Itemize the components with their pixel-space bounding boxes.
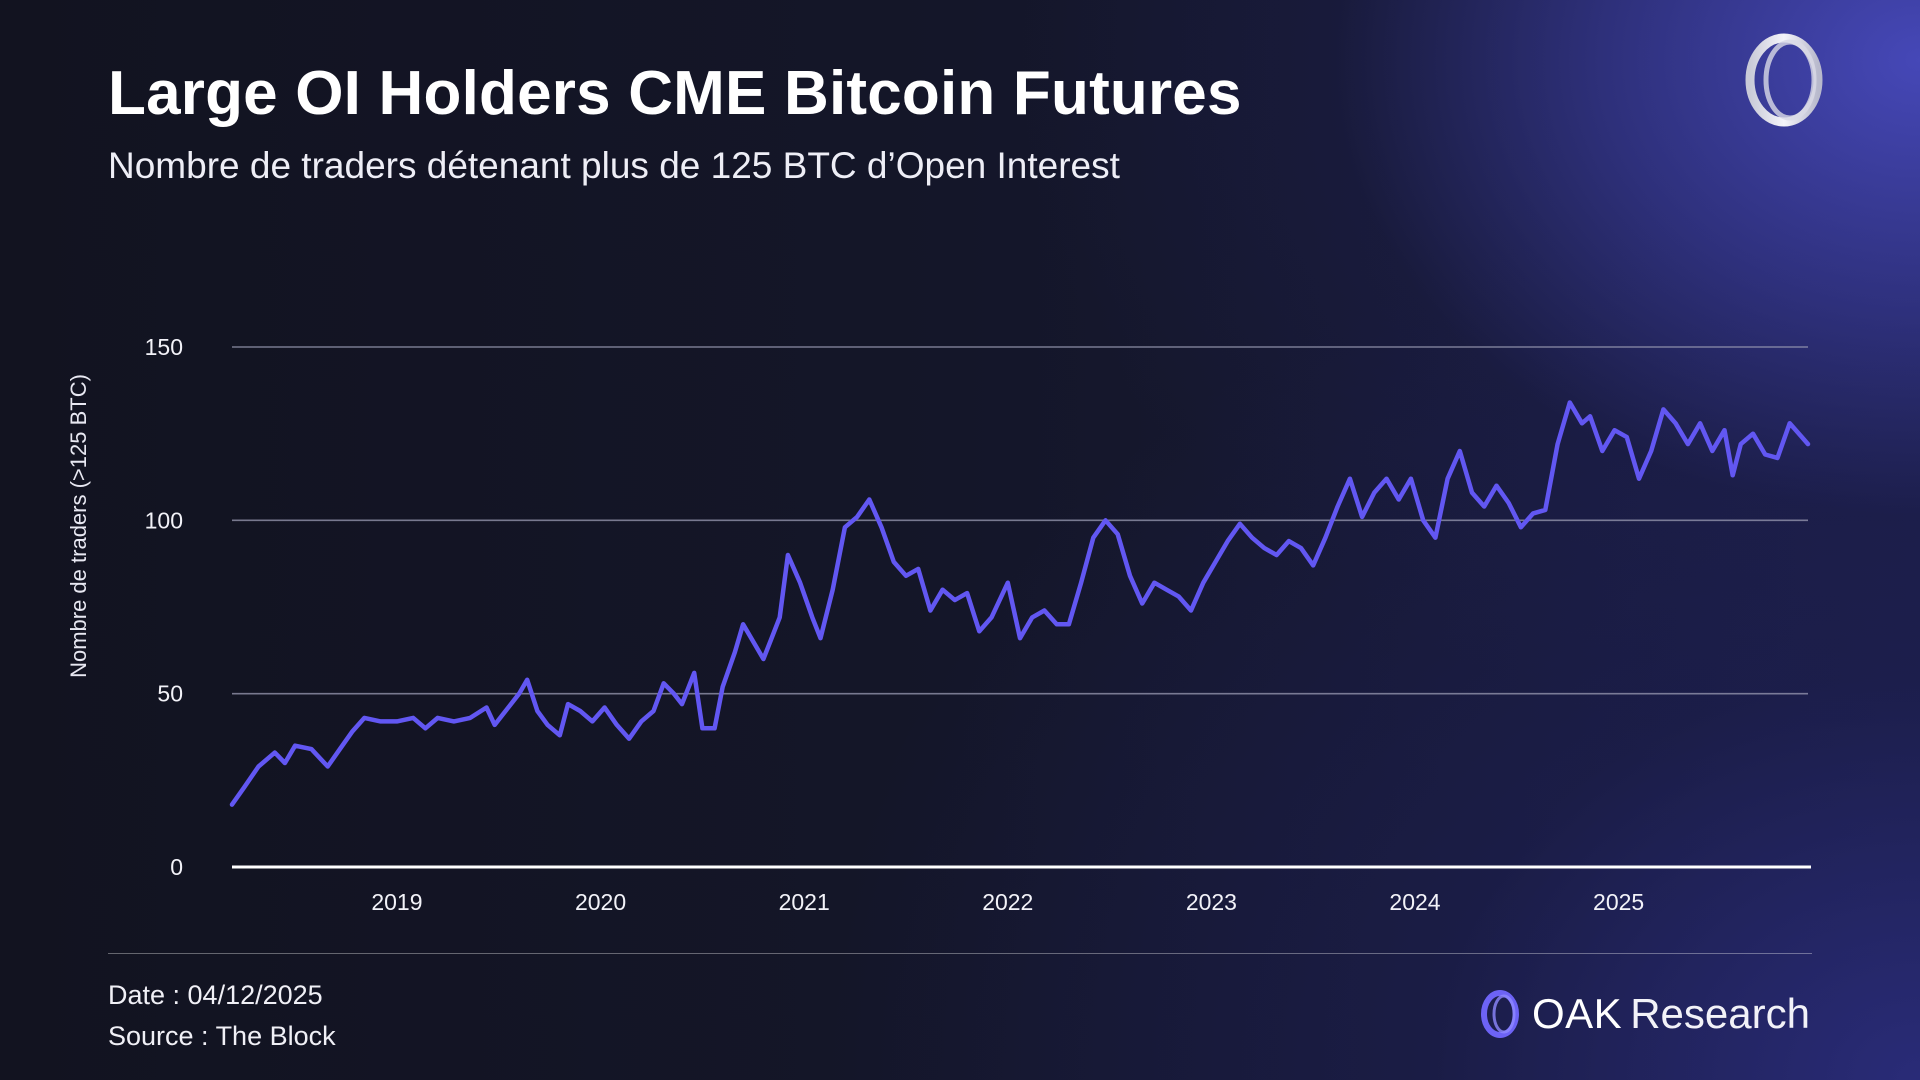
chart-subtitle: Nombre de traders détenant plus de 125 B… [108, 145, 1120, 186]
series-line [229, 400, 1811, 807]
brand-logo: OAK Research [1478, 988, 1810, 1040]
x-tick-labels: 2019 2020 2021 2022 2023 2024 2025 [371, 889, 1644, 915]
x-tick-label: 2022 [982, 889, 1033, 915]
y-tick-labels: 0 50 100 150 [145, 334, 183, 880]
y-tick-label: 0 [170, 854, 183, 880]
oak-ring-icon [1745, 33, 1823, 127]
x-tick-label: 2024 [1389, 889, 1440, 915]
x-tick-label: 2021 [779, 889, 830, 915]
footer-date: Date : 04/12/2025 [108, 980, 323, 1010]
x-tick-label: 2025 [1593, 889, 1644, 915]
x-tick-label: 2019 [371, 889, 422, 915]
brand-suffix: Research [1630, 990, 1810, 1037]
oak-mark-icon [1481, 990, 1519, 1038]
footer-source: Source : The Block [108, 1021, 336, 1051]
y-tick-label: 150 [145, 334, 183, 360]
chart-grid [232, 346, 1811, 869]
y-tick-label: 50 [157, 681, 183, 707]
y-axis-label: Nombre de traders (>125 BTC) [66, 374, 91, 678]
x-tick-label: 2020 [575, 889, 626, 915]
x-tick-label: 2023 [1186, 889, 1237, 915]
footer-divider [108, 953, 1812, 954]
chart-title: Large OI Holders CME Bitcoin Futures [108, 59, 1242, 128]
y-tick-label: 100 [145, 507, 183, 533]
brand-name: OAK [1532, 990, 1623, 1037]
